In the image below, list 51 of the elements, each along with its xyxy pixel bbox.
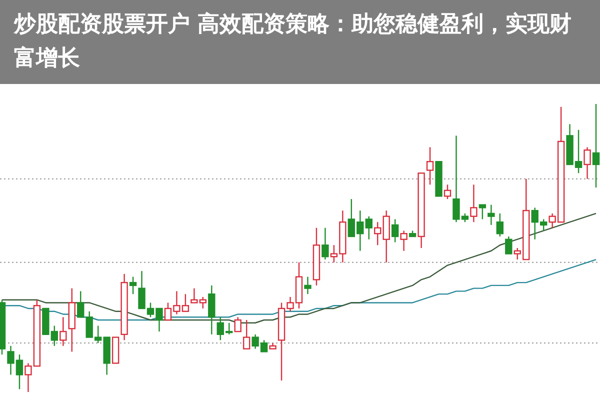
candlestick: [540, 218, 548, 232]
candlestick: [452, 135, 460, 223]
candlestick: [531, 207, 538, 240]
candlestick: [400, 230, 408, 252]
candlestick: [60, 316, 67, 347]
candlestick: [584, 146, 591, 180]
candlestick: [216, 316, 224, 341]
candlestick: [77, 290, 84, 318]
candlestick: [514, 247, 521, 260]
candlestick: [86, 310, 93, 338]
candlestick: [488, 204, 495, 226]
candlestick: [548, 212, 556, 228]
candlestick: [173, 290, 180, 315]
candlestick: [94, 325, 102, 344]
candlestick: [208, 284, 216, 335]
candlestick: [496, 212, 504, 238]
candlestick: [129, 276, 137, 295]
candlestick: [24, 362, 32, 393]
candlestick: [365, 216, 372, 240]
candlestick: [304, 276, 312, 295]
candlestick: [164, 302, 172, 321]
candlestick: [382, 210, 390, 263]
candlestick: [574, 129, 582, 174]
candlestick: [348, 198, 356, 238]
candlestick: [330, 244, 338, 263]
candlestick: [260, 340, 268, 352]
candlestick: [234, 316, 242, 332]
candlestick: [426, 146, 434, 186]
candlestick: [182, 293, 190, 312]
candlestick: [286, 296, 294, 312]
candlestick: [138, 270, 146, 310]
candlestick: [252, 334, 259, 350]
candlestick: [322, 227, 329, 260]
candlestick: [592, 103, 600, 188]
chart-title: 炒股配资股票开户 高效配资策略：助您稳健盈利，实现财富增长: [0, 0, 600, 84]
candlestick: [242, 319, 250, 350]
candlestick: [199, 296, 207, 310]
candlestick: [50, 325, 58, 347]
candlestick: [356, 210, 364, 252]
candlestick: [374, 221, 382, 246]
candlestick: [470, 184, 478, 223]
candlestick: [391, 218, 399, 243]
candlestick: [190, 288, 198, 304]
candlestick: [444, 184, 452, 200]
candlestick: [146, 302, 154, 318]
candlestick: [478, 204, 486, 220]
candlestick: [156, 308, 163, 332]
candlestick: [505, 236, 512, 254]
candlestick: [226, 322, 233, 335]
candlestick: [16, 354, 24, 390]
candlestick: [7, 345, 14, 376]
